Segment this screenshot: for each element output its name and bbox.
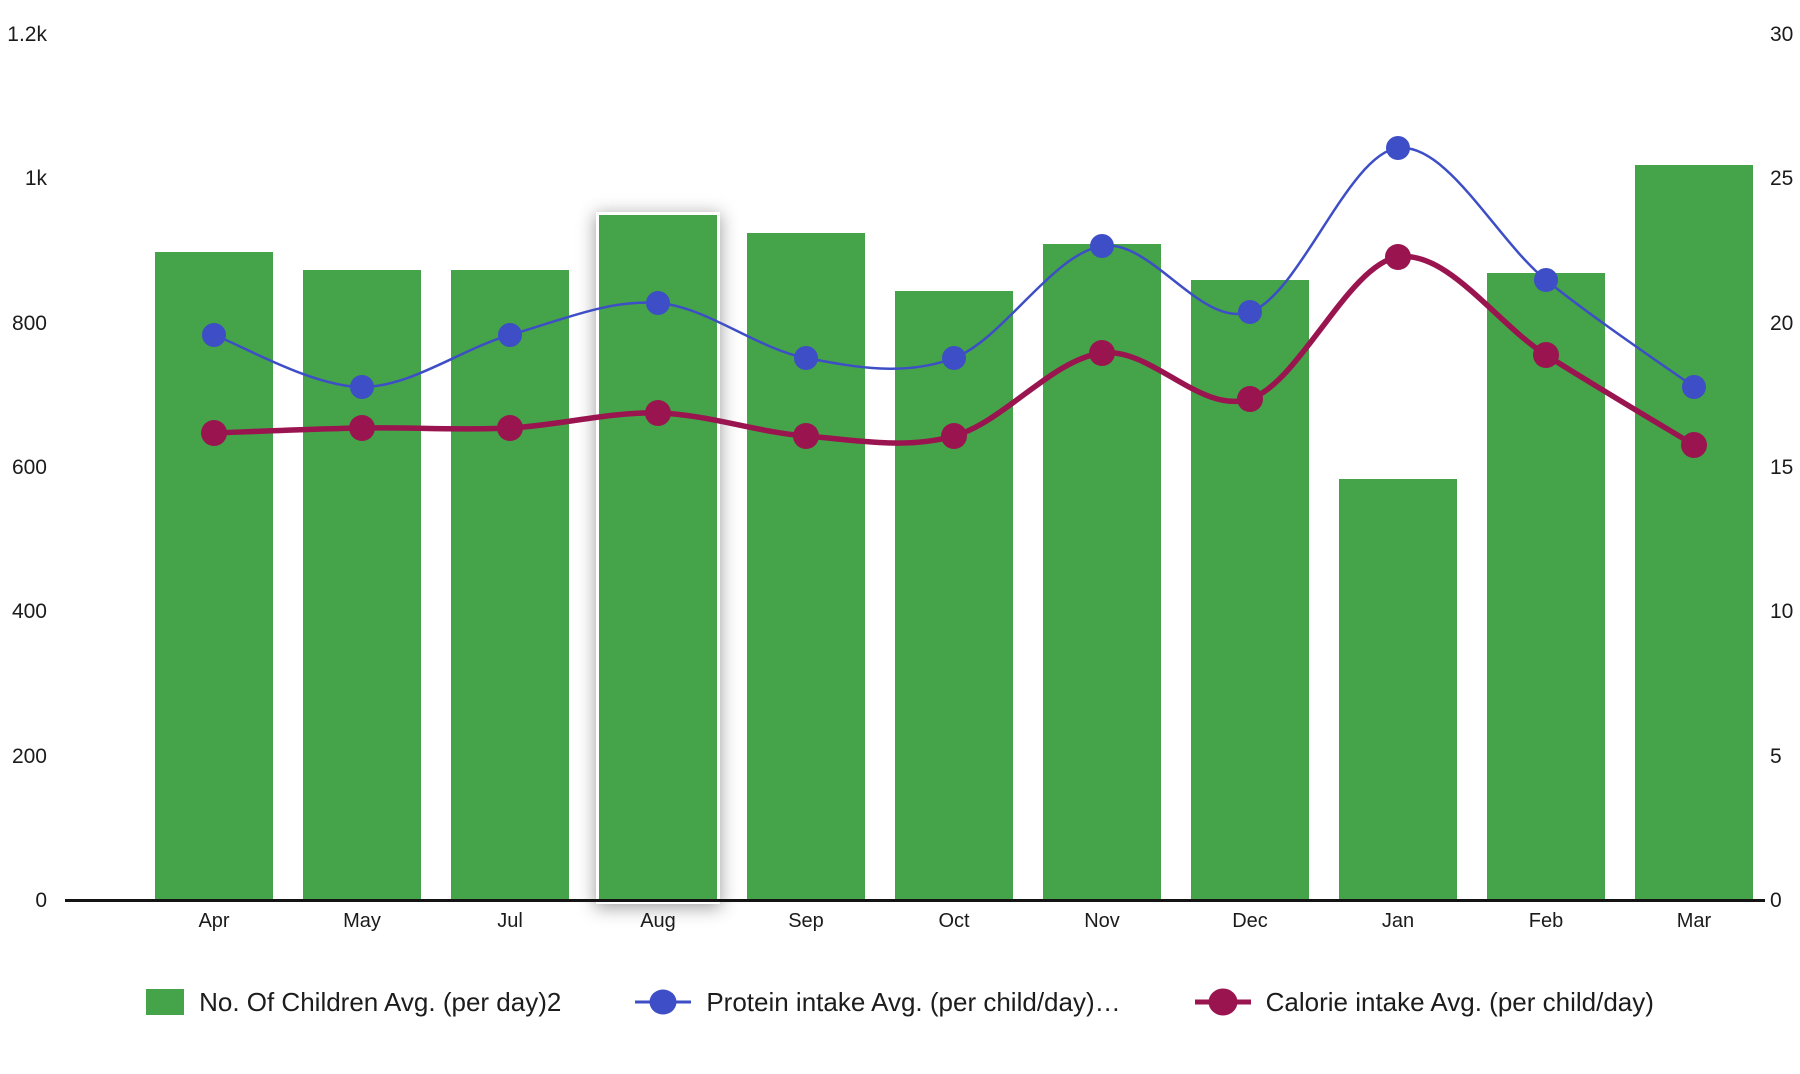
y-right-tick-15: 15 xyxy=(1770,456,1794,479)
legend-item-calorie[interactable]: Calorie intake Avg. (per child/day) xyxy=(1194,986,1654,1018)
y-right-tick-0: 0 xyxy=(1770,889,1782,912)
bar-jan[interactable] xyxy=(1339,478,1457,901)
legend-item-protein[interactable]: Protein intake Avg. (per child/day)… xyxy=(635,986,1121,1018)
calorie-point-apr[interactable] xyxy=(201,420,227,446)
x-tick-aug: Aug xyxy=(640,910,676,932)
protein-point-oct[interactable] xyxy=(942,346,966,370)
x-tick-dec: Dec xyxy=(1232,910,1268,932)
x-tick-jul: Jul xyxy=(497,910,523,932)
protein-point-jan[interactable] xyxy=(1386,136,1410,160)
y-right-tick-20: 20 xyxy=(1770,311,1794,335)
calorie-point-feb[interactable] xyxy=(1533,342,1559,368)
bar-swatch-icon xyxy=(146,989,185,1015)
x-tick-mar: Mar xyxy=(1676,910,1712,932)
protein-point-apr[interactable] xyxy=(202,323,226,347)
calorie-point-may[interactable] xyxy=(349,415,375,441)
legend-item-children[interactable]: No. Of Children Avg. (per day)2 xyxy=(146,987,561,1018)
x-tick-oct: Oct xyxy=(938,910,970,932)
protein-point-mar[interactable] xyxy=(1682,375,1706,399)
y-left-tick-1.2k: 1.2k xyxy=(7,23,47,46)
x-tick-nov: Nov xyxy=(1084,910,1120,932)
calorie-point-aug[interactable] xyxy=(645,400,671,426)
y-left-tick-1k: 1k xyxy=(24,167,47,191)
y-right-tick-30: 30 xyxy=(1770,23,1794,46)
protein-point-dec[interactable] xyxy=(1238,300,1262,324)
y-right-tick-25: 25 xyxy=(1770,167,1794,191)
legend-label-calorie: Calorie intake Avg. (per child/day) xyxy=(1265,986,1654,1017)
calorie-point-jan[interactable] xyxy=(1385,244,1411,270)
protein-point-nov[interactable] xyxy=(1090,234,1114,258)
x-tick-apr: Apr xyxy=(198,910,230,932)
x-tick-feb: Feb xyxy=(1528,910,1564,932)
y-left-tick-400: 400 xyxy=(11,600,47,624)
calorie-point-nov[interactable] xyxy=(1089,340,1115,366)
legend-label-protein: Protein intake Avg. (per child/day)… xyxy=(706,986,1121,1017)
calorie-point-dec[interactable] xyxy=(1237,386,1263,412)
calorie-point-mar[interactable] xyxy=(1681,432,1707,458)
legend: No. Of Children Avg. (per day)2 Protein … xyxy=(0,972,1800,1032)
y-right-tick-10: 10 xyxy=(1770,600,1794,624)
calorie-point-jul[interactable] xyxy=(497,415,523,441)
protein-point-aug[interactable] xyxy=(646,291,670,315)
calorie-point-sep[interactable] xyxy=(793,423,819,449)
legend-label-children: No. Of Children Avg. (per day)2 xyxy=(199,986,562,1017)
y-left-tick-800: 800 xyxy=(11,311,47,335)
protein-point-feb[interactable] xyxy=(1534,268,1558,292)
protein-point-sep[interactable] xyxy=(794,346,818,370)
y-left-tick-600: 600 xyxy=(11,456,47,479)
y-right-tick-5: 5 xyxy=(1770,744,1782,768)
x-tick-may: May xyxy=(343,910,381,932)
y-left-tick-0: 0 xyxy=(35,889,47,912)
x-tick-sep: Sep xyxy=(788,910,824,932)
x-axis-line xyxy=(65,899,1765,902)
x-tick-jan: Jan xyxy=(1381,910,1415,932)
calorie-point-oct[interactable] xyxy=(941,423,967,449)
protein-point-jul[interactable] xyxy=(498,323,522,347)
y-left-tick-200: 200 xyxy=(11,744,47,768)
calorie-line-dot-icon xyxy=(1194,987,1251,1017)
protein-line-dot-icon xyxy=(635,987,692,1017)
protein-point-may[interactable] xyxy=(350,375,374,399)
